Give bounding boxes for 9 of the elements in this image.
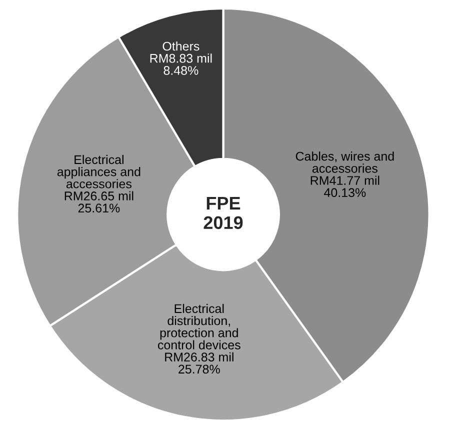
- data-label: RM26.65 mil 25.61%: [64, 191, 134, 213]
- data-label: RM41.77 mil 40.13%: [310, 176, 380, 198]
- slice-label: Others: [162, 41, 200, 51]
- slice-label: Electrical appliances and accessories: [57, 154, 140, 188]
- text: FPE 2019: [204, 197, 243, 230]
- slice-label: Electrical distribution, protection and control devices: [158, 304, 240, 350]
- data-label: RM26.83 mil 25.78%: [165, 352, 234, 374]
- data-label: RM8.83 mil 8.48%: [150, 54, 212, 75]
- slice-label: Cables, wires and accessories: [296, 152, 394, 173]
